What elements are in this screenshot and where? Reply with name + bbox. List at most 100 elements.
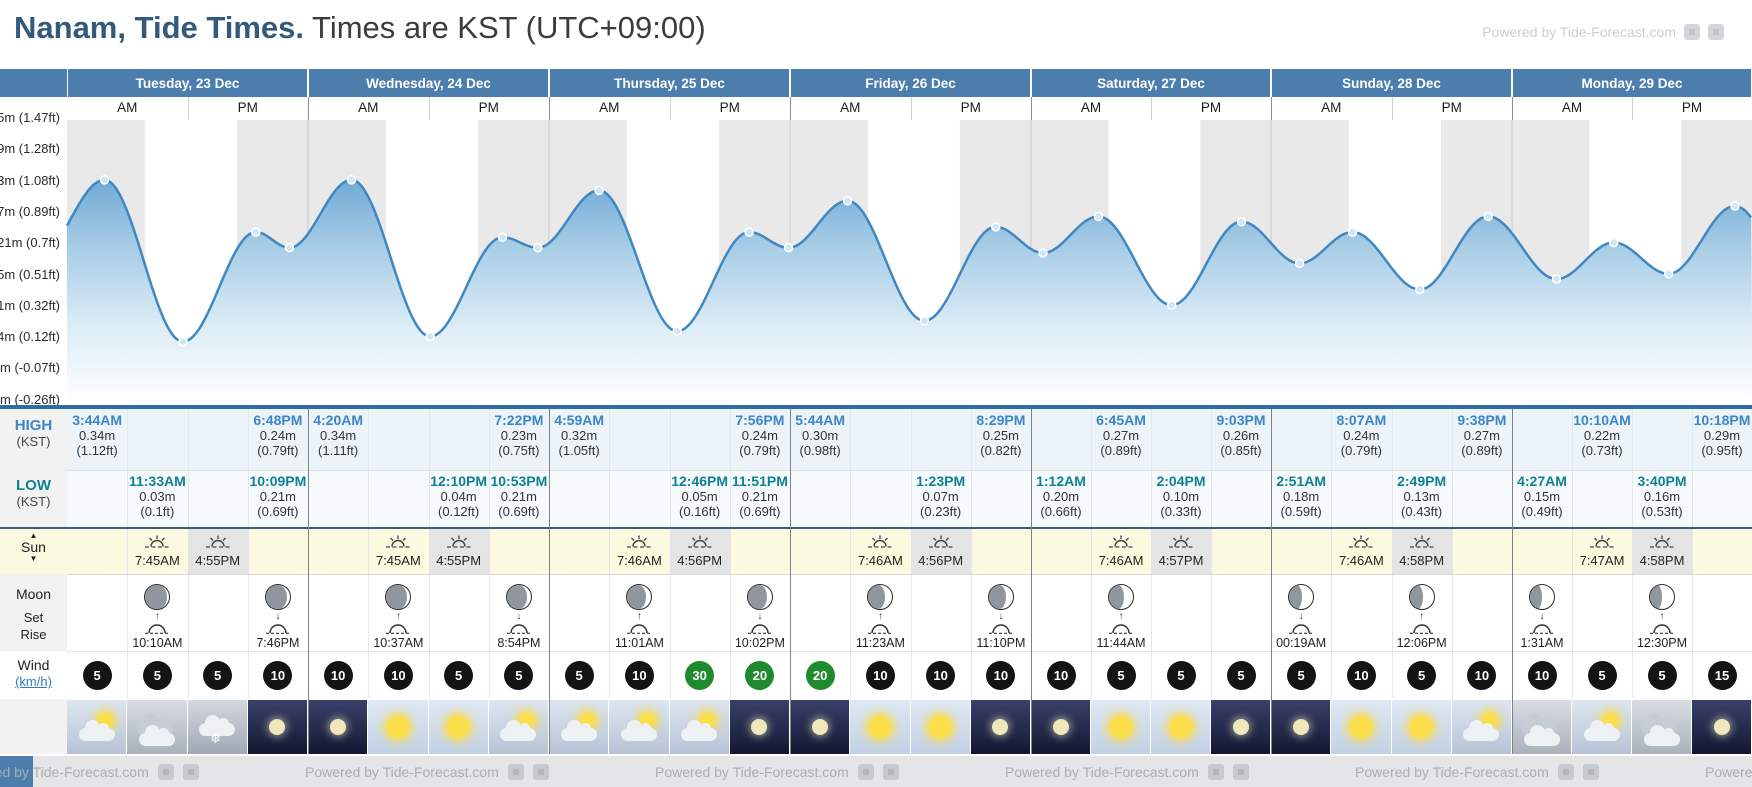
cloud-glyph bbox=[78, 720, 115, 742]
wind-badge: 10 bbox=[1520, 653, 1564, 697]
wind-badge: 10 bbox=[1460, 653, 1504, 697]
tide-high-entry: 7:22PM 0.23m (0.75ft) bbox=[477, 413, 561, 459]
weather-icon-clear-night bbox=[729, 700, 789, 754]
powered-by-text: Powered by Tide-Forecast.com bbox=[1705, 763, 1752, 780]
moon-phase-icon bbox=[1649, 584, 1675, 610]
social-icon[interactable] bbox=[1232, 763, 1249, 780]
tide-low-point bbox=[178, 336, 188, 347]
high-height-m: 0.30m bbox=[802, 428, 839, 443]
weather-icon-sun-clouds bbox=[549, 700, 609, 754]
low-height-m: 0.20m bbox=[1042, 489, 1080, 504]
moon-row-label: Moon bbox=[15, 586, 52, 602]
sunset-time: 4:56PM bbox=[677, 553, 723, 568]
moon-set-arrow-icon: ↓ bbox=[1298, 611, 1304, 622]
high-time: 8:07AM bbox=[1336, 412, 1387, 428]
high-time: 4:20AM bbox=[313, 412, 364, 428]
social-icon[interactable] bbox=[1582, 763, 1599, 780]
moon-rise-time: 10:10AM bbox=[132, 636, 183, 650]
high-time: 6:48PM bbox=[253, 412, 303, 428]
moon-glyph bbox=[811, 719, 828, 735]
social-icon[interactable] bbox=[1708, 24, 1724, 40]
social-icon[interactable] bbox=[882, 763, 899, 780]
high-height-ft: (0.89ft) bbox=[1461, 443, 1503, 458]
day-separator bbox=[308, 97, 309, 120]
wind-speed-value: 10 bbox=[1346, 660, 1376, 690]
day-separator bbox=[1031, 97, 1032, 120]
low-height-m: 0.15m bbox=[1523, 489, 1561, 504]
low-height-ft: (0.33ft) bbox=[1160, 504, 1202, 519]
low-time: 1:12AM bbox=[1036, 473, 1086, 489]
low-height-ft: (0.12ft) bbox=[438, 504, 480, 519]
high-tide-row bbox=[67, 409, 1752, 470]
low-time: 2:04PM bbox=[1156, 473, 1206, 489]
weather-icon-sunny bbox=[1391, 700, 1451, 754]
high-time: 10:18PM bbox=[1693, 412, 1751, 428]
row-label-sun: ▲ Sun ▼ bbox=[0, 529, 67, 574]
wind-speed-value: 10 bbox=[1046, 660, 1076, 690]
powered-by-footer-link[interactable]: Powered by Tide-Forecast.com bbox=[0, 756, 199, 787]
powered-by-footer-link[interactable]: Powered by Tide-Forecast.com bbox=[1355, 756, 1599, 787]
weather-icon-sunny bbox=[850, 700, 910, 754]
wind-badge: 30 bbox=[678, 653, 722, 697]
low-height-ft: (0.23ft) bbox=[920, 504, 962, 519]
high-height-ft: (0.98ft) bbox=[799, 443, 841, 458]
social-icon[interactable] bbox=[1684, 24, 1700, 40]
powered-by-link[interactable]: Powered by Tide-Forecast.com bbox=[1482, 24, 1724, 40]
tide-low-entry: 12:46PM 0.05m (0.16ft) bbox=[658, 474, 742, 520]
social-icon[interactable] bbox=[857, 763, 874, 780]
moon-phase-icon bbox=[505, 584, 532, 610]
wind-badge: 5 bbox=[135, 653, 179, 697]
tide-high-entry: 10:10AM 0.22m (0.73ft) bbox=[1560, 413, 1644, 459]
wind-unit-link[interactable]: (km/h) bbox=[15, 674, 52, 689]
wind-badge: 5 bbox=[1159, 653, 1203, 697]
moon-rise-arrow-icon: ↑ bbox=[1118, 611, 1124, 622]
tide-low-point bbox=[1166, 300, 1177, 310]
moon-phase-icon bbox=[987, 584, 1014, 610]
tide-high-point bbox=[1093, 211, 1104, 222]
moon-set-arrow-icon: ↓ bbox=[757, 611, 763, 622]
sunrise-time: 7:46AM bbox=[857, 553, 903, 568]
wind-speed-value: 5 bbox=[1647, 660, 1677, 690]
tide-high-point bbox=[99, 175, 110, 185]
social-icon[interactable] bbox=[1207, 763, 1224, 780]
wind-speed-value: 30 bbox=[685, 660, 715, 690]
powered-by-footer-link[interactable]: Powered by Tide-Forecast.com bbox=[1705, 756, 1752, 787]
tide-high-entry: 5:44AM 0.30m (0.98ft) bbox=[778, 413, 862, 459]
low-height-ft: (0.66ft) bbox=[1040, 504, 1082, 519]
social-icon[interactable] bbox=[507, 763, 524, 780]
cloud-glyph bbox=[620, 720, 657, 742]
tide-low-entry: 1:23PM 0.07m (0.23ft) bbox=[899, 474, 983, 520]
sunrise-time: 7:45AM bbox=[375, 553, 421, 568]
day-separator bbox=[549, 409, 550, 754]
tide-high-point bbox=[1483, 211, 1493, 222]
tide-low-entry: 3:40PM 0.16m (0.53ft) bbox=[1620, 474, 1704, 520]
day-separator bbox=[1512, 409, 1513, 754]
moon-set-arrow-icon: ↓ bbox=[1539, 611, 1545, 622]
row-label-low: LOW (KST) bbox=[0, 470, 67, 527]
social-icon[interactable] bbox=[532, 763, 549, 780]
ampm-label-pm: PM bbox=[719, 100, 740, 115]
powered-by-footer-link[interactable]: Powered by Tide-Forecast.com bbox=[655, 756, 899, 787]
social-icon[interactable] bbox=[1557, 763, 1574, 780]
low-tide-row bbox=[67, 470, 1752, 527]
moon-rise-icon bbox=[386, 622, 411, 634]
day-separator bbox=[1512, 97, 1513, 120]
low-height-m: 0.03m bbox=[139, 489, 176, 504]
moon-rise-icon bbox=[1409, 622, 1434, 634]
high-height-ft: (0.79ft) bbox=[739, 443, 781, 458]
wind-badge: 5 bbox=[1640, 653, 1684, 697]
social-icon[interactable] bbox=[157, 763, 174, 780]
powered-by-footer-link[interactable]: Powered by Tide-Forecast.com bbox=[1005, 756, 1249, 787]
tide-high-point bbox=[251, 227, 261, 237]
wind-speed-value: 20 bbox=[805, 660, 835, 690]
sunset-icon bbox=[1649, 534, 1675, 550]
day-separator bbox=[308, 409, 309, 754]
weather-icon-clear-night bbox=[1211, 700, 1270, 754]
sun-glyph bbox=[1349, 716, 1372, 738]
wind-speed-value: 10 bbox=[926, 660, 956, 690]
social-icon[interactable] bbox=[182, 763, 199, 780]
low-row-unit: (KST) bbox=[16, 494, 51, 509]
moon-rise-time: 11:44AM bbox=[1096, 636, 1146, 650]
low-time: 2:49PM bbox=[1397, 473, 1447, 489]
powered-by-footer-link[interactable]: Powered by Tide-Forecast.com bbox=[305, 756, 549, 787]
